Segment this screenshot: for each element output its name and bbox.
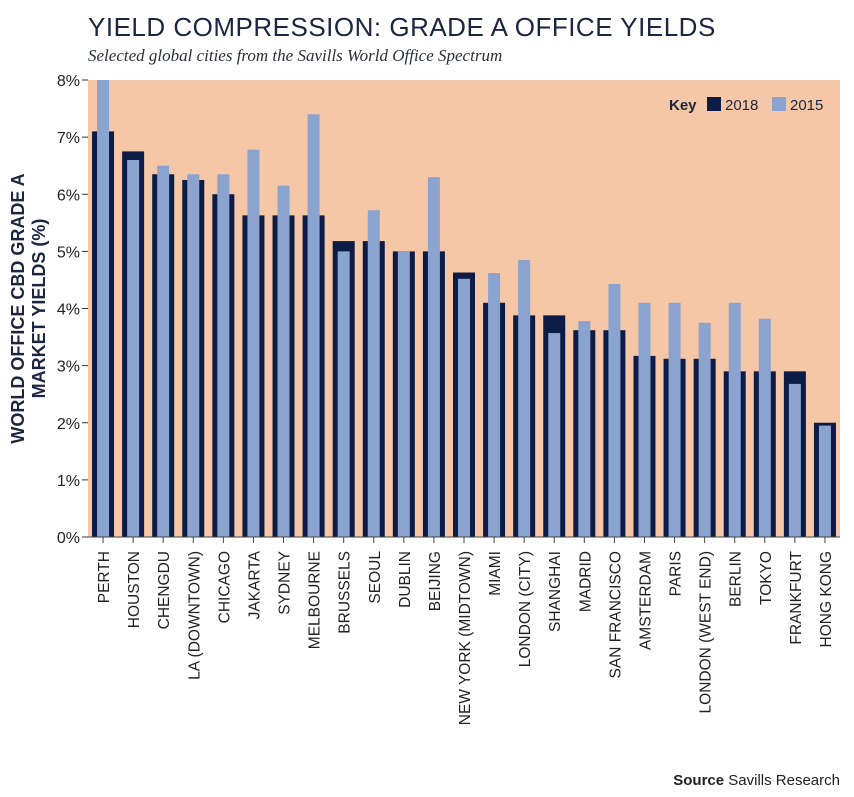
bar-2015 — [488, 273, 501, 537]
legend-swatch-2018 — [707, 97, 721, 111]
x-tick-label: HOUSTON — [126, 551, 143, 628]
x-tick-label: PARIS — [668, 551, 685, 596]
x-tick-label: JAKARTA — [246, 550, 263, 619]
x-tick-label: BERLIN — [728, 551, 745, 607]
x-tick-label: LA (DOWNTOWN) — [186, 551, 203, 680]
bar-2015 — [548, 333, 561, 537]
bar-2015 — [518, 259, 531, 537]
x-tick-label: LONDON (WEST END) — [698, 551, 715, 713]
legend-title: Key — [669, 97, 697, 114]
x-tick-label: DUBLIN — [397, 551, 414, 608]
bar-2015 — [97, 80, 110, 537]
y-tick-label: 5% — [57, 244, 80, 261]
x-tick-label: SHANGHAI — [547, 551, 564, 632]
y-tick-label: 7% — [57, 130, 80, 147]
bar-2015 — [127, 159, 140, 537]
bar-2015 — [427, 177, 440, 538]
bar-2015 — [277, 185, 290, 537]
x-tick-label: BEIJING — [427, 551, 444, 611]
bar-2015 — [458, 278, 470, 537]
legend-swatch-2015 — [772, 97, 786, 111]
y-tick-label: 4% — [57, 302, 80, 319]
bar-2015 — [608, 283, 621, 537]
y-axis-label-line-1: WORLD OFFICE CBD GRADE A — [8, 173, 28, 443]
bar-2015 — [728, 302, 741, 537]
legend-label-2015: 2015 — [790, 97, 823, 114]
source-label: Source — [673, 772, 725, 789]
y-tick-label: 6% — [57, 187, 80, 204]
y-tick-label: 2% — [57, 416, 80, 433]
bar-2015 — [247, 149, 260, 537]
x-tick-label: MADRID — [577, 551, 594, 612]
source-note: Source Savills Research — [673, 772, 840, 789]
bar-2015 — [668, 302, 681, 537]
x-tick-label: FRANKFURT — [788, 550, 805, 644]
y-axis-label-line-2: MARKET YIELDS (%) — [29, 219, 49, 399]
x-tick-label: PERTH — [96, 551, 113, 603]
x-tick-label: MIAMI — [487, 551, 504, 596]
bar-2015 — [788, 383, 801, 537]
bar-2015 — [818, 425, 831, 537]
y-tick-label: 3% — [57, 359, 80, 376]
x-tick-label: AMSTERDAM — [637, 551, 654, 650]
x-tick-label: SYDNEY — [277, 551, 294, 615]
chart-title: YIELD COMPRESSION: GRADE A OFFICE YIELDS — [88, 12, 716, 42]
x-tick-label: CHICAGO — [216, 551, 233, 623]
chart-subtitle: Selected global cities from the Savills … — [88, 46, 503, 65]
x-tick-label: CHENGDU — [156, 551, 173, 629]
bar-2015 — [367, 210, 380, 537]
legend-label-2018: 2018 — [725, 97, 758, 114]
x-tick-label: TOKYO — [758, 551, 775, 605]
x-tick-label: LONDON (CITY) — [517, 551, 534, 667]
x-tick-label: MELBOURNE — [307, 551, 324, 649]
bar-2015 — [698, 322, 711, 537]
bar-2015 — [307, 114, 320, 538]
bar-2015 — [217, 174, 230, 537]
y-tick-label: 0% — [57, 530, 80, 547]
bar-2015 — [638, 302, 651, 537]
bar-2015 — [758, 318, 771, 537]
source-text: Savills Research — [728, 772, 840, 789]
x-tick-label: HONG KONG — [818, 551, 835, 647]
bar-2015 — [578, 321, 591, 537]
x-tick-label: NEW YORK (MIDTOWN) — [457, 551, 474, 725]
bar-2015 — [157, 165, 170, 537]
bar-2015 — [337, 251, 350, 537]
x-tick-label: SEOUL — [367, 551, 384, 604]
x-tick-label: BRUSSELS — [337, 551, 354, 634]
x-tick-label: SAN FRANCISCO — [607, 551, 624, 678]
y-tick-label: 1% — [57, 473, 80, 490]
bar-2015 — [397, 251, 410, 537]
y-tick-label: 8% — [57, 73, 80, 90]
bar-2015 — [187, 174, 200, 537]
